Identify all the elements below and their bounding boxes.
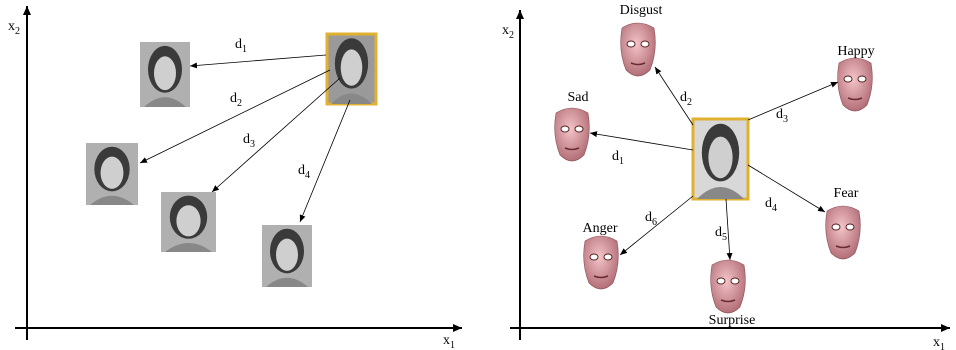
label-base: d <box>243 132 250 147</box>
face-eye <box>832 224 840 230</box>
edge-label: d1 <box>612 149 624 167</box>
label-base: d <box>715 225 722 240</box>
edge-label: d2 <box>680 90 692 108</box>
arrow <box>748 165 825 212</box>
label-sub: 2 <box>237 98 242 109</box>
photo-face <box>276 239 298 271</box>
emotion-label: Surprise <box>709 313 756 328</box>
label-base: d <box>612 149 619 164</box>
face-mask <box>621 23 656 76</box>
arrow <box>726 199 730 260</box>
face-eye <box>561 126 569 132</box>
emotion-label: Disgust <box>620 3 663 18</box>
face-eye <box>627 41 635 47</box>
emotion-label: Anger <box>583 221 618 236</box>
face-eye <box>604 254 612 260</box>
arrow <box>190 55 326 66</box>
label-base: d <box>765 196 772 211</box>
label-sub: 2 <box>687 97 692 108</box>
label-sub: 5 <box>722 232 727 243</box>
label-base: d <box>645 210 652 225</box>
face-mask <box>584 236 619 289</box>
arrow <box>655 67 693 125</box>
face-eye <box>731 278 739 284</box>
edge-label: d6 <box>645 210 657 228</box>
edge-label: d1 <box>235 37 247 55</box>
face-eye <box>717 278 725 284</box>
face-mask <box>711 260 746 313</box>
label-sub: 2 <box>15 26 20 37</box>
emotion-label: Happy <box>837 44 874 59</box>
label-base: x <box>443 333 450 348</box>
x-axis-label: x1 <box>443 333 455 350</box>
label-sub: 6 <box>652 217 657 228</box>
label-base: x <box>8 19 15 34</box>
label-base: d <box>235 37 242 52</box>
label-sub: 1 <box>450 340 455 350</box>
figure: x2x1d1d2d3d4x2x1Sadd1Disgustd2Happyd3Fea… <box>0 0 956 350</box>
x-axis-label: x1 <box>933 335 945 350</box>
edge-label: d3 <box>243 132 255 150</box>
label-sub: 1 <box>619 156 624 167</box>
photo-face <box>708 137 732 179</box>
label-sub: 4 <box>772 203 777 214</box>
label-base: d <box>298 163 305 178</box>
label-base: x <box>502 23 509 38</box>
edge-label: d4 <box>298 163 310 181</box>
photo-face <box>341 49 363 85</box>
face-mask <box>555 108 590 161</box>
face-eye <box>844 76 852 82</box>
photo-face <box>101 157 124 189</box>
label-sub: 4 <box>305 170 310 181</box>
face-eye <box>846 224 854 230</box>
diagram-layer: x2x1d1d2d3d4x2x1Sadd1Disgustd2Happyd3Fea… <box>8 3 950 350</box>
label-base: x <box>933 335 940 350</box>
face-mask <box>838 58 873 111</box>
label-base: d <box>230 91 237 106</box>
photo-face <box>154 56 176 90</box>
face-eye <box>590 254 598 260</box>
arrow <box>590 133 693 150</box>
face-eye <box>641 41 649 47</box>
edge-label: d4 <box>765 196 777 214</box>
label-base: d <box>776 107 783 122</box>
y-axis-label: x2 <box>502 23 514 41</box>
edge-label: d5 <box>715 225 727 243</box>
face-eye <box>858 76 866 82</box>
face-eye <box>575 126 583 132</box>
label-sub: 3 <box>250 139 255 150</box>
arrow <box>748 82 838 120</box>
edge-label: d2 <box>230 91 242 109</box>
label-sub: 1 <box>940 342 945 350</box>
emotion-label: Sad <box>568 90 589 105</box>
label-base: d <box>680 90 687 105</box>
y-axis-label: x2 <box>8 19 20 37</box>
emotion-label: Fear <box>834 186 859 201</box>
label-sub: 1 <box>242 44 247 55</box>
arrow <box>300 100 350 222</box>
face-mask <box>826 206 861 259</box>
label-sub: 2 <box>509 30 514 41</box>
photo-face <box>176 205 200 236</box>
label-sub: 3 <box>783 114 788 125</box>
edge-label: d3 <box>776 107 788 125</box>
